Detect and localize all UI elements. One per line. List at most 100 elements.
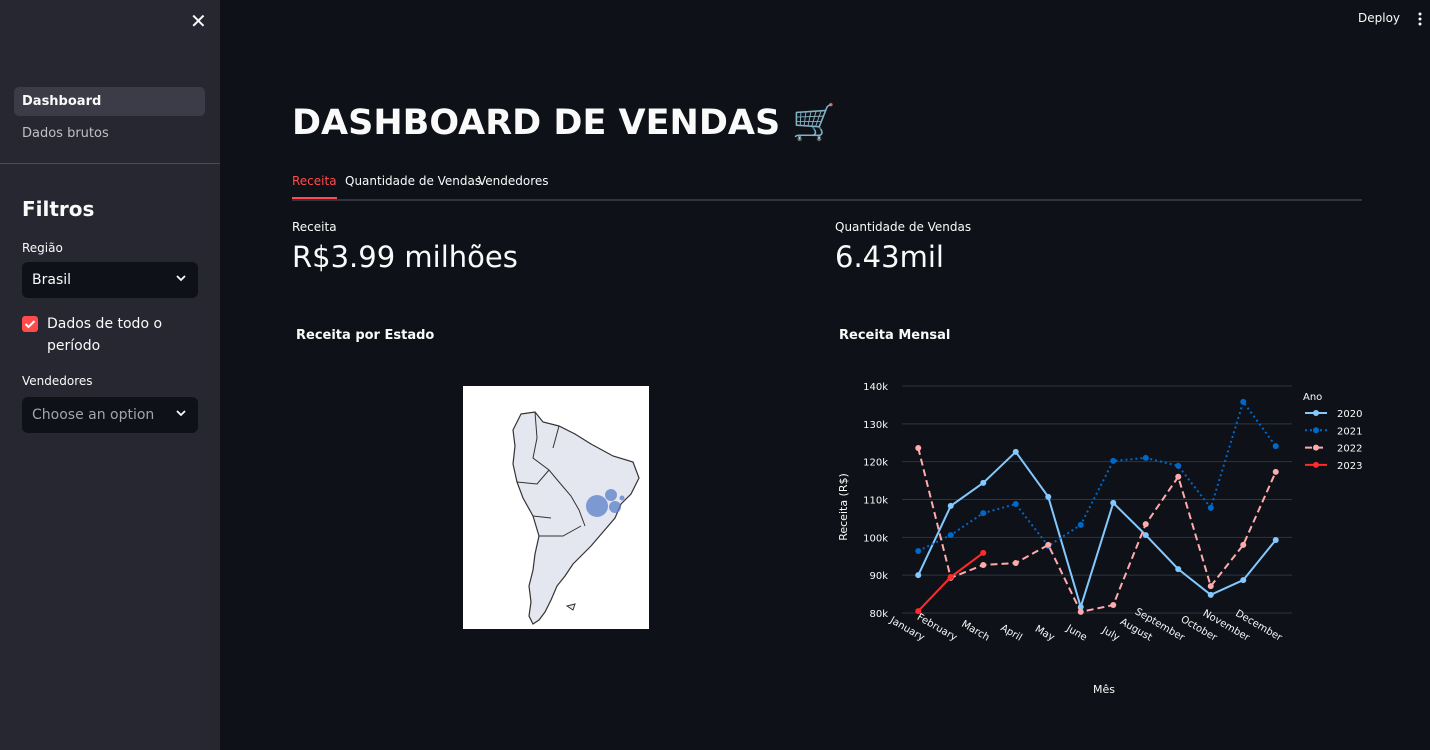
- point: [1110, 499, 1117, 506]
- y-tick-label: 100k: [863, 533, 888, 544]
- point: [1012, 448, 1019, 455]
- metric-label: Quantidade de Vendas: [835, 220, 972, 234]
- x-tick-label: May: [1033, 624, 1056, 644]
- legend-label: 2020: [1337, 409, 1362, 420]
- point: [1110, 457, 1117, 464]
- y-tick-label: 90k: [869, 571, 888, 582]
- series-line: [917, 450, 1277, 611]
- point: [1272, 443, 1279, 450]
- filters-title: Filtros: [22, 197, 95, 221]
- series-line: [917, 447, 1277, 614]
- point: [1272, 468, 1279, 475]
- sellers-label: Vendedores: [22, 374, 93, 388]
- point: [1045, 541, 1052, 548]
- legend-label: 2022: [1337, 444, 1362, 455]
- checkbox[interactable]: [22, 316, 38, 332]
- nav-item[interactable]: Dados brutos: [22, 126, 109, 141]
- map: [463, 386, 649, 629]
- tab[interactable]: Quantidade de Vendas: [345, 174, 482, 188]
- islands: [565, 603, 576, 611]
- continent: [512, 411, 640, 625]
- select-placeholder: Choose an option: [32, 407, 155, 423]
- menu-button[interactable]: [1416, 11, 1424, 27]
- point: [1272, 536, 1279, 543]
- y-tick-label: 80k: [869, 609, 888, 620]
- chart-title: Receita Mensal: [839, 328, 951, 343]
- x-tick-label: April: [998, 623, 1023, 644]
- y-tick-label: 120k: [863, 458, 888, 469]
- metric-label: Receita: [292, 220, 337, 234]
- page-title: DASHBOARD DE VENDAS 🛒: [292, 103, 836, 143]
- metric-value: 6.43mil: [835, 240, 944, 274]
- legend-marker: [1313, 410, 1319, 416]
- x-tick-label: July: [1099, 625, 1121, 644]
- point: [1240, 541, 1247, 548]
- legend-marker: [1313, 444, 1319, 451]
- y-tick-label: 130k: [863, 420, 888, 431]
- point: [980, 510, 987, 517]
- tab[interactable]: Vendedores: [478, 174, 549, 188]
- y-axis-title: Receita (R$): [837, 473, 850, 541]
- point: [947, 502, 954, 509]
- close-button[interactable]: ✕: [190, 9, 207, 33]
- point: [1207, 583, 1214, 590]
- point: [1110, 602, 1117, 609]
- legend-label: 2023: [1337, 461, 1362, 472]
- point: [1175, 462, 1182, 469]
- point: [1175, 566, 1182, 573]
- series-line: [917, 399, 1277, 552]
- region-label: Região: [22, 241, 63, 255]
- point: [1045, 493, 1052, 500]
- check-icon: [24, 320, 36, 329]
- point: [1207, 591, 1214, 598]
- point: [1142, 521, 1149, 528]
- chevron: [176, 410, 186, 417]
- region-select[interactable]: Brasil: [22, 262, 198, 298]
- point: [1012, 501, 1019, 508]
- divider: [0, 163, 220, 164]
- point: [980, 549, 987, 556]
- deploy-button[interactable]: Deploy: [1358, 11, 1401, 25]
- point: [1077, 608, 1084, 615]
- select-value: Brasil: [32, 272, 72, 288]
- point: [1077, 521, 1084, 528]
- y-tick-label: 110k: [863, 496, 888, 507]
- y-tick-label: 140k: [863, 382, 888, 393]
- metric-value: R$3.99 milhões: [292, 240, 518, 274]
- x-tick-label: March: [959, 619, 991, 644]
- point: [1142, 454, 1149, 461]
- point: [1207, 504, 1214, 511]
- point: [915, 547, 922, 554]
- bubble: [619, 495, 625, 501]
- line-chart: 80k90k100k110k120k130k140kJanuaryFebruar…: [837, 382, 1362, 696]
- legend-title: Ano: [1303, 392, 1322, 403]
- bubble: [609, 501, 621, 513]
- series-line: [917, 552, 984, 612]
- map-title: Receita por Estado: [296, 328, 435, 343]
- point: [1175, 473, 1182, 480]
- legend-marker: [1313, 461, 1319, 468]
- point: [1240, 398, 1247, 405]
- point: [915, 608, 922, 615]
- point: [915, 445, 922, 452]
- point: [1142, 532, 1149, 539]
- point: [947, 574, 954, 581]
- bubble: [586, 495, 608, 517]
- tab-divider: [292, 199, 1362, 201]
- point: [947, 532, 954, 539]
- bubble: [605, 489, 617, 501]
- x-tick-label: June: [1064, 623, 1089, 644]
- tab[interactable]: Receita: [292, 174, 337, 199]
- nav-item[interactable]: Dashboard: [14, 87, 205, 116]
- borders: [516, 411, 586, 537]
- legend-marker: [1313, 427, 1319, 434]
- point: [980, 561, 987, 568]
- legend-label: 2021: [1337, 426, 1362, 437]
- x-axis-title: Mês: [1093, 683, 1115, 696]
- sellers-select[interactable]: Choose an option: [22, 397, 198, 433]
- chevron: [176, 275, 186, 282]
- point: [915, 572, 922, 579]
- sidebar: ✕ Dashboard Dados brutos Filtros Região …: [0, 0, 220, 750]
